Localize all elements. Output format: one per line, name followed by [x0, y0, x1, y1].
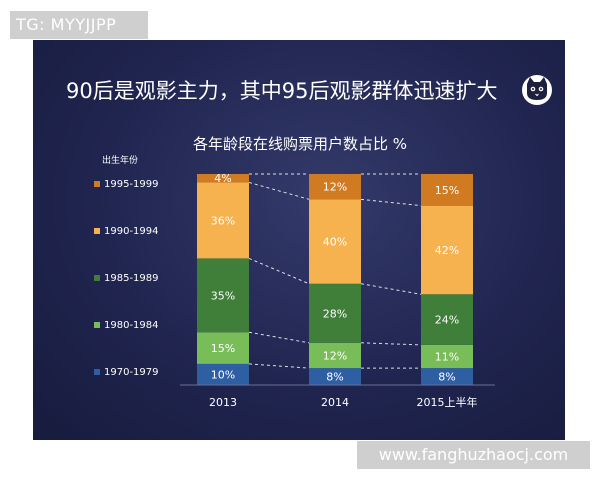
legend-swatch — [94, 369, 100, 375]
connector-line — [248, 331, 310, 344]
slide-panel — [33, 40, 565, 440]
slide-title: 90后是观影主力，其中95后观影群体迅速扩大 — [66, 79, 497, 103]
bar-segment — [421, 344, 473, 369]
bar-segment — [421, 368, 473, 385]
data-label: 4% — [214, 172, 231, 185]
bar-segment — [197, 258, 249, 333]
data-label: 8% — [438, 371, 455, 384]
legend-item-label: 1970-1979 — [104, 367, 159, 378]
data-label: 24% — [435, 314, 459, 327]
legend-item-label: 1985-1989 — [104, 273, 159, 284]
bar-connectors — [248, 173, 422, 369]
connector-line — [360, 283, 422, 295]
bar-segment — [197, 363, 249, 385]
bar-segment — [197, 332, 249, 364]
data-label: 35% — [211, 289, 235, 302]
data-label: 15% — [435, 184, 459, 197]
legend-swatch — [94, 322, 100, 328]
cat-face-icon — [522, 75, 552, 105]
bottom-watermark-label: www.fanghuzhaocj.com — [357, 441, 590, 469]
bar-segment — [309, 283, 361, 343]
legend-item-label: 1995-1999 — [104, 179, 159, 190]
bar-segment — [309, 199, 361, 284]
data-label: 42% — [435, 244, 459, 257]
data-label: 40% — [323, 236, 347, 249]
data-label: 36% — [211, 214, 235, 227]
x-tick-label: 2014 — [321, 396, 349, 409]
data-label: 8% — [326, 371, 343, 384]
x-tick-label: 2013 — [209, 396, 237, 409]
bar-segment — [309, 174, 361, 200]
bar-segment — [421, 205, 473, 295]
connector-line — [360, 198, 422, 207]
data-label: 12% — [323, 349, 347, 362]
data-label: 15% — [211, 342, 235, 355]
top-watermark-label: TG: MYYJJPP — [10, 11, 148, 39]
chart-legend: 1995-1999 1990-1994 1985-1989 1980-1984 1970… — [94, 179, 159, 378]
legend-item-label: 1990-1994 — [104, 226, 159, 237]
legend-swatch — [94, 181, 100, 187]
data-label: 12% — [323, 181, 347, 194]
data-label: 10% — [211, 368, 235, 381]
bar-segment — [421, 294, 473, 345]
bar-segment — [309, 342, 361, 369]
bar-segment — [421, 174, 473, 206]
x-tick-label: 2015上半年 — [417, 395, 478, 409]
legend-title: 出生年份 — [102, 154, 138, 166]
bar-segment — [197, 174, 249, 183]
legend-swatch — [94, 275, 100, 281]
connector-line — [248, 181, 310, 200]
connector-line — [360, 342, 422, 346]
connector-line — [248, 363, 310, 369]
stacked-bars: 10% 15% 35% 36% 4% 8% 12% 28% 40% 12% 8% 11% 24% 42% 1… — [197, 172, 473, 385]
bar-segment — [197, 182, 249, 259]
bar-segment — [309, 368, 361, 385]
legend-swatch — [94, 228, 100, 234]
chart-title: 各年龄段在线购票用户数占比 % — [193, 135, 407, 153]
x-axis-labels: 2013 2014 2015上半年 — [209, 395, 478, 409]
data-label: 11% — [435, 351, 459, 364]
connector-line — [248, 257, 310, 285]
data-label: 28% — [323, 307, 347, 320]
legend-item-label: 1980-1984 — [104, 320, 159, 331]
